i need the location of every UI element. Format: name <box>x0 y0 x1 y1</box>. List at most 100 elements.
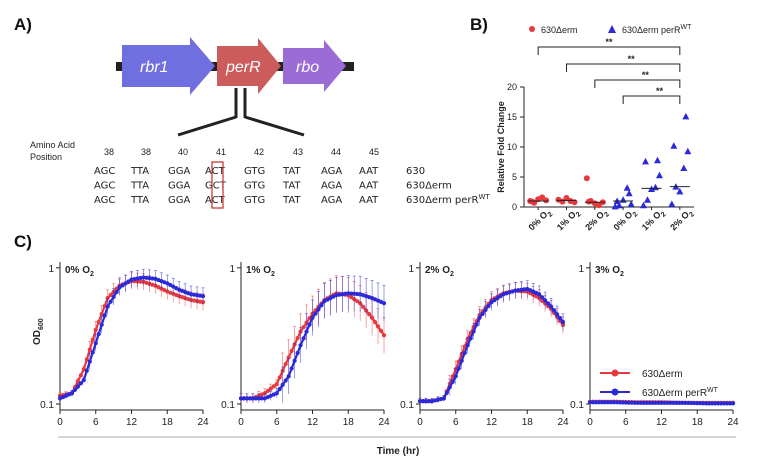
gene-rbo-arrow <box>283 40 346 92</box>
significance-bracket <box>594 79 681 88</box>
curve-point <box>286 374 291 379</box>
curve-point <box>554 312 560 317</box>
growth-panel: 0 6 12 18 24 0.1 1 2% O2 <box>400 262 569 428</box>
curve-point <box>727 401 733 406</box>
x-tick-label: 18 <box>343 417 355 428</box>
curve-point <box>689 400 694 406</box>
panel-c-xlabel: Time (hr) <box>377 446 420 457</box>
curve-point <box>692 400 697 406</box>
curve-point <box>704 401 709 406</box>
curve-point <box>369 315 375 320</box>
legend-triangle-marker <box>608 25 616 33</box>
x-tick-label: 6 <box>93 417 99 428</box>
curve-point <box>605 400 610 405</box>
curve-point <box>590 400 596 405</box>
x-tick-label: 12 <box>656 417 668 428</box>
x-tick-label: 12 <box>486 417 498 428</box>
curve-point <box>96 319 101 325</box>
curve-point <box>271 384 276 389</box>
data-point <box>615 201 623 209</box>
sequence-row: AGC TTA GGA ACT GTG TAT AGA AAT 630 <box>94 166 425 177</box>
sequence-alignment: Amino Acid Position 38 38 40 41 42 43 44 45 AGC… <box>30 140 490 209</box>
curve-point <box>99 322 104 327</box>
position-header-line2: Position <box>30 152 62 162</box>
curve-point <box>298 343 303 348</box>
curve-point <box>498 294 503 299</box>
x-tick-label: 6 <box>453 417 459 428</box>
data-point <box>652 183 659 191</box>
significance-label: ** <box>605 37 613 47</box>
curve-point <box>274 391 279 396</box>
significance-label: ** <box>628 54 636 64</box>
panel-title: 3% O2 <box>595 265 624 278</box>
position-number: 40 <box>178 147 188 157</box>
curve-point <box>90 350 95 355</box>
panel-title: 0% O2 <box>65 265 94 278</box>
curve-point <box>647 400 652 405</box>
curve-point <box>724 401 730 406</box>
curve-point <box>599 400 605 405</box>
curve-point <box>730 401 736 406</box>
significance-bracket <box>537 46 681 55</box>
x-tick-label: 0 <box>238 417 244 428</box>
curve-point <box>596 400 602 405</box>
curve-point <box>453 374 458 379</box>
curve-point <box>721 401 727 406</box>
x-tick-label: 6 <box>274 417 280 428</box>
panel-b-label: B) <box>470 15 488 34</box>
curve-point <box>253 396 258 401</box>
y-tick-label: 1 <box>578 264 584 275</box>
curve-point <box>611 400 616 405</box>
curve-point <box>375 324 381 329</box>
data-point <box>642 157 649 165</box>
y-tick-label: 10 <box>507 142 517 152</box>
curve-point <box>546 301 551 306</box>
curve-point <box>367 312 372 317</box>
gene-perR-label: perR <box>225 59 261 76</box>
y-tick-label: 20 <box>507 82 517 92</box>
y-tick-label: 0.1 <box>400 400 414 411</box>
curve-point <box>123 281 128 286</box>
legend-entry-erm: 630Δerm <box>541 25 578 35</box>
curve-point <box>716 401 721 406</box>
curve-point <box>489 300 494 305</box>
codon: GGA <box>168 195 190 206</box>
data-point <box>680 164 688 171</box>
strain-label: 630Δerm perRWT <box>406 193 490 206</box>
x-tick-label: 0 <box>417 417 423 428</box>
y-tick-label: 0 <box>512 202 517 212</box>
codon: AAT <box>359 166 379 177</box>
curve-point <box>301 336 306 341</box>
curve-point <box>313 311 318 316</box>
curve-point <box>114 289 119 295</box>
curve-point <box>653 400 658 405</box>
curve-point <box>111 294 116 299</box>
curve-point <box>560 319 566 325</box>
data-point <box>583 175 590 182</box>
curve-point <box>450 379 455 384</box>
data-point <box>668 200 676 207</box>
position-number: 41 <box>216 147 226 157</box>
codon: TAT <box>282 166 301 177</box>
legend-line-erm: 630Δerm <box>642 369 683 380</box>
curve-point <box>423 399 429 404</box>
curve-point <box>662 400 667 405</box>
curve-point <box>447 385 452 390</box>
curve-point <box>277 386 282 392</box>
codon: AGC <box>94 195 115 206</box>
curve-point <box>456 366 461 371</box>
curve-point <box>200 294 206 299</box>
series-blue <box>57 268 206 402</box>
curve-point <box>295 350 300 356</box>
curve-point <box>671 400 676 405</box>
curve-point <box>683 400 688 405</box>
curve-point <box>557 316 563 321</box>
codon: AGA <box>321 166 342 177</box>
x-tick-label: 24 <box>557 417 569 428</box>
codon: GCT <box>205 181 227 192</box>
curve-point <box>656 400 661 405</box>
significance-bracket <box>566 63 681 72</box>
panel-c-charts: 0 6 12 18 240.11 0% O20 6 12 18 240.11 1% O20 6 12 18… <box>40 262 739 428</box>
y-tick-label: 1 <box>229 264 235 275</box>
data-point <box>670 142 678 149</box>
